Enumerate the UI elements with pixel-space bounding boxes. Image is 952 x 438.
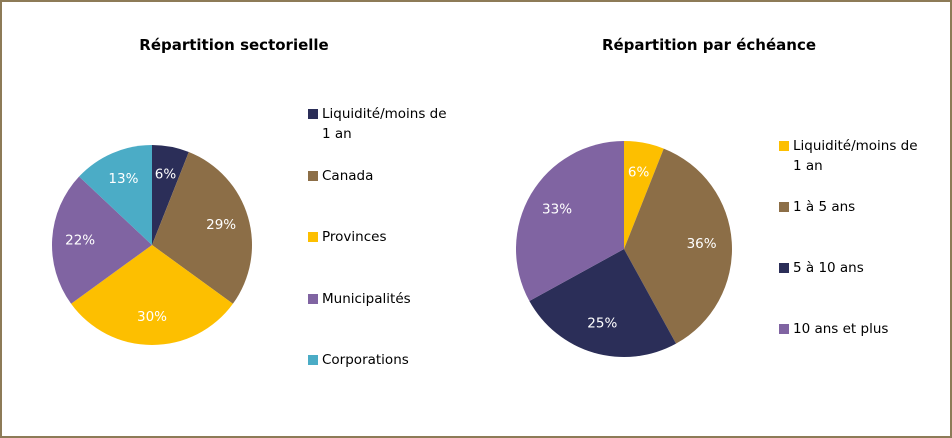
legend-swatch (308, 232, 318, 242)
legend-swatch (779, 202, 789, 212)
pie-slice (624, 148, 732, 344)
pie-slice (79, 145, 152, 245)
legend-item: Liquidité/moins de 1 an (308, 104, 457, 144)
pie-slice (51, 176, 153, 304)
pie-slice (152, 152, 253, 304)
legend-swatch (779, 324, 789, 334)
legend-label: Liquidité/moins de 1 an (793, 138, 918, 174)
pie-slice (516, 141, 624, 302)
legend-item: 10 ans et plus (779, 319, 928, 339)
data-label: 33% (542, 201, 572, 217)
data-label: 13% (108, 171, 138, 187)
chart-title: Répartition sectorielle (139, 36, 329, 54)
pie-slice (529, 249, 677, 357)
chart-title: Répartition par échéance (601, 36, 817, 54)
data-label: 6% (155, 166, 177, 182)
pie-slice (624, 141, 664, 249)
legend-label: 5 à 10 ans (793, 260, 864, 276)
legend-label: Liquidité/moins de 1 an (322, 106, 447, 142)
legend-label: 10 ans et plus (793, 321, 889, 337)
legend-item: Provinces (308, 227, 457, 247)
legend-item: Corporations (308, 350, 457, 370)
legend-swatch (308, 355, 318, 365)
pie-slice (152, 145, 189, 245)
legend-item: 1 à 5 ans (779, 197, 928, 217)
data-label: 22% (65, 232, 95, 248)
data-label: 6% (628, 165, 650, 181)
legend-item: Canada (308, 166, 457, 186)
legend-label: 1 à 5 ans (793, 199, 856, 215)
legend-swatch (308, 293, 318, 304)
legend-item: 5 à 10 ans (779, 258, 928, 278)
data-label: 30% (137, 309, 167, 325)
legend-label: Canada (322, 167, 374, 184)
pie-slice (71, 245, 233, 345)
legend-label: Provinces (322, 229, 387, 245)
legend-swatch (779, 141, 789, 151)
legend-item: Liquidité/moins de 1 an (779, 136, 928, 176)
legend-item: Municipalités (308, 289, 457, 309)
data-label: 29% (206, 217, 236, 233)
legend-label: Municipalités (322, 290, 411, 307)
legend-label: Corporations (322, 352, 409, 368)
legend-swatch (308, 170, 318, 181)
data-label: 25% (587, 316, 617, 332)
legend-swatch (779, 263, 789, 273)
legend-swatch (308, 109, 318, 119)
data-label: 36% (687, 236, 717, 252)
